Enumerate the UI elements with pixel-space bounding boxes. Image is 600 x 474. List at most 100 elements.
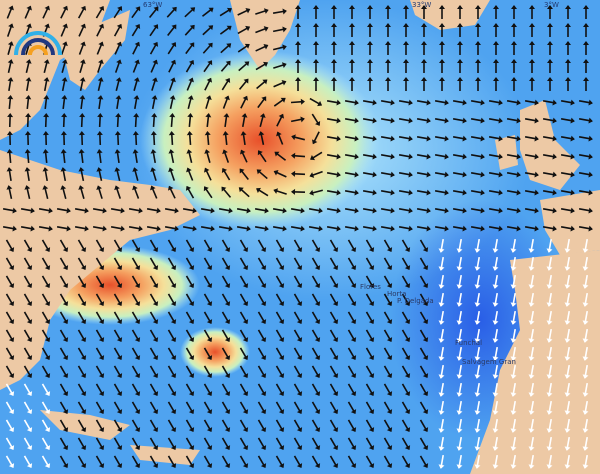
swell-arrow	[275, 329, 285, 343]
swell-arrow	[148, 6, 159, 18]
swell-arrow	[149, 383, 159, 397]
swell-arrow	[77, 329, 87, 343]
swell-arrow	[6, 23, 14, 37]
swell-arrow	[488, 189, 503, 196]
swell-arrow	[150, 167, 157, 181]
swell-arrow	[24, 5, 32, 19]
swell-arrow	[290, 207, 305, 214]
swell-arrow	[60, 167, 67, 182]
swell-arrow	[385, 77, 391, 91]
swell-arrow	[5, 239, 15, 253]
swell-arrow	[23, 329, 33, 343]
swell-arrow	[23, 365, 33, 379]
swell-arrow	[200, 207, 215, 214]
swell-arrow	[150, 149, 157, 164]
swell-arrow	[185, 419, 195, 433]
swell-arrow	[506, 207, 521, 214]
swell-arrow	[185, 383, 195, 397]
swell-arrow	[331, 41, 337, 55]
swell-arrow	[524, 207, 539, 214]
swell-logo	[14, 31, 62, 56]
swell-arrow	[475, 41, 481, 55]
swell-arrow	[438, 238, 445, 253]
swell-arrow	[257, 401, 267, 415]
swell-arrow	[113, 329, 123, 343]
swell-arrow	[6, 131, 13, 146]
swell-arrow	[380, 99, 395, 106]
swell-arrow	[78, 167, 85, 182]
swell-arrow	[365, 347, 375, 361]
swell-arrow	[221, 167, 231, 181]
swell-arrow	[113, 383, 123, 397]
swell-arrow	[529, 23, 535, 37]
swell-arrow	[185, 59, 195, 73]
swell-arrow	[96, 41, 104, 55]
swell-arrow	[438, 274, 445, 289]
swell-arrow	[546, 400, 553, 415]
swell-arrow	[565, 59, 571, 73]
swell-arrow	[419, 419, 429, 433]
swell-arrow	[257, 239, 267, 253]
swell-arrow	[434, 117, 449, 124]
swell-arrow	[5, 437, 15, 451]
swell-arrow	[347, 329, 357, 343]
swell-arrow	[438, 436, 445, 451]
swell-arrow	[524, 117, 539, 124]
swell-arrow	[59, 311, 69, 325]
swell-arrow	[42, 131, 49, 146]
swell-arrow	[488, 99, 503, 106]
swell-arrow	[365, 275, 375, 289]
swell-arrow	[529, 77, 535, 91]
swell-arrow	[365, 311, 375, 325]
swell-arrow	[308, 225, 323, 232]
swell-arrow	[329, 257, 339, 271]
swell-arrow	[115, 113, 122, 128]
swell-arrow	[202, 25, 214, 36]
swell-arrow	[59, 239, 69, 253]
swell-arrow	[256, 187, 269, 197]
swell-arrow	[203, 419, 213, 433]
swell-arrow	[547, 41, 553, 55]
swell-arrow	[492, 382, 499, 397]
swell-arrow	[582, 418, 589, 433]
swell-arrow	[560, 207, 575, 214]
swell-arrow	[474, 238, 481, 253]
swell-arrow	[167, 185, 176, 199]
swell-arrow	[347, 401, 357, 415]
swell-arrow	[438, 400, 445, 415]
swell-arrow	[546, 292, 553, 307]
swell-arrow	[547, 5, 553, 19]
swell-arrow	[419, 257, 429, 271]
swell-arrow	[43, 95, 50, 110]
swell-arrow	[61, 95, 68, 110]
swell-arrow	[474, 382, 481, 397]
swell-arrow	[456, 382, 463, 397]
swell-arrow	[438, 364, 445, 379]
swell-arrow	[362, 135, 377, 142]
swell-arrow	[149, 275, 159, 289]
swell-arrow	[239, 168, 249, 180]
swell-arrow	[398, 117, 413, 124]
swell-arrow	[438, 328, 445, 343]
swell-arrow	[275, 383, 285, 397]
swell-arrow	[456, 238, 463, 253]
swell-arrow	[276, 113, 285, 127]
swell-arrow	[438, 418, 445, 433]
swell-arrow	[419, 329, 429, 343]
swell-arrow	[331, 59, 337, 73]
swell-arrow	[41, 437, 51, 451]
swell-arrow	[184, 7, 196, 18]
swell-arrow	[295, 41, 301, 55]
swell-arrow	[311, 437, 321, 451]
swell-arrow	[203, 455, 213, 469]
swell-arrow	[547, 59, 553, 73]
swell-arrow	[367, 59, 373, 73]
swell-arrow	[293, 437, 303, 451]
swell-arrow	[131, 437, 141, 451]
swell-arrow	[582, 274, 589, 289]
swell-arrow	[474, 328, 481, 343]
swell-arrow	[59, 455, 69, 469]
swell-arrow	[583, 77, 589, 91]
swell-arrow	[457, 77, 463, 91]
swell-arrow	[347, 239, 357, 253]
